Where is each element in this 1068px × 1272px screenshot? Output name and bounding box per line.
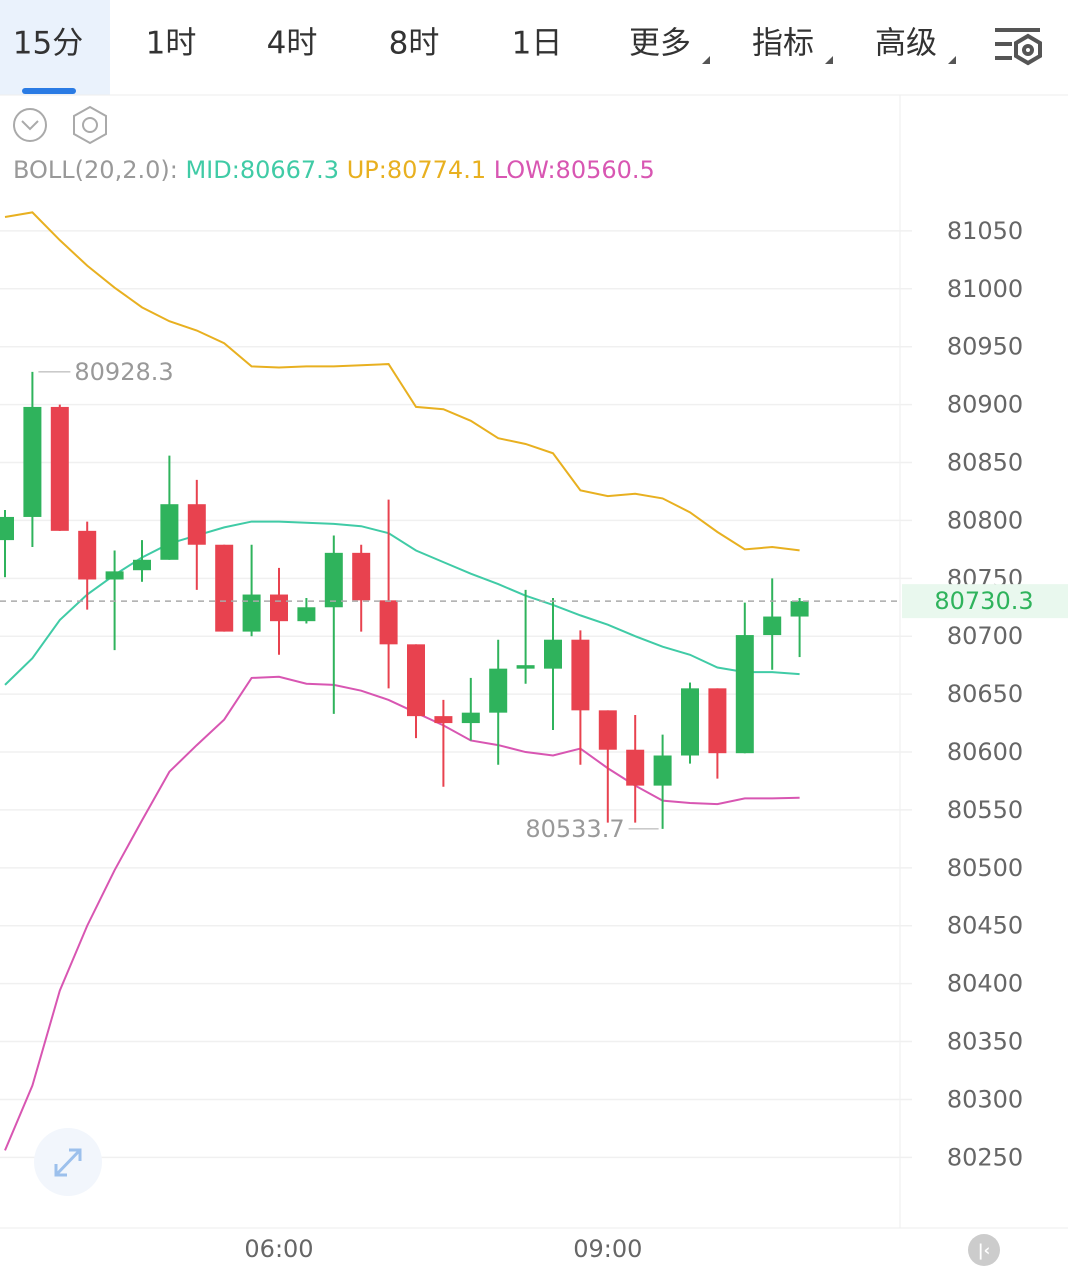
expand-button[interactable] <box>34 1128 102 1196</box>
dropdown-caret <box>702 56 710 64</box>
indicator-legend: BOLL(20,2.0): MID:80667.3 UP:80774.1 LOW… <box>13 156 655 184</box>
candle-body <box>790 601 809 617</box>
scroll-end-button[interactable]: |‹ <box>968 1234 1000 1266</box>
candle-body <box>626 749 645 786</box>
candle-body <box>352 552 371 601</box>
y-tick-label: 81000 <box>947 275 1023 303</box>
collapse-icon[interactable] <box>13 108 47 142</box>
candle-body <box>516 665 535 669</box>
tab[interactable]: 4时 <box>267 26 318 62</box>
candle-body <box>598 710 617 750</box>
candle-body <box>544 639 562 669</box>
low-marker-label: 80533.7 <box>525 815 624 843</box>
y-tick-label: 80700 <box>947 622 1023 650</box>
candle-body <box>215 544 234 632</box>
candle-body <box>242 594 261 632</box>
candle-body <box>270 594 288 622</box>
candle-body <box>133 559 151 571</box>
y-tick-label: 81050 <box>947 217 1023 245</box>
indicator-name: BOLL(20,2.0): <box>13 156 178 184</box>
candle-body <box>379 600 398 645</box>
x-tick-label: 09:00 <box>573 1235 642 1263</box>
candle-body <box>681 688 699 756</box>
candle-body <box>735 635 754 754</box>
last-price-label: 80730.3 <box>934 587 1033 615</box>
tab[interactable]: 高级 <box>875 26 937 62</box>
tab[interactable]: 1时 <box>146 26 197 62</box>
y-tick-label: 80850 <box>947 449 1023 477</box>
y-tick-label: 80350 <box>947 1028 1023 1056</box>
y-tick-label: 80450 <box>947 912 1023 940</box>
candle-body <box>324 552 343 608</box>
bollinger-line <box>4 520 800 686</box>
candle-body <box>461 712 480 724</box>
last-price-box <box>902 584 1068 619</box>
active-tab-underline <box>22 88 76 94</box>
svg-text:|‹: |‹ <box>978 1241 990 1261</box>
tab-bar: 15分 1时 4时 8时 1日 更多 指标 高级 <box>13 26 956 64</box>
active-tab-bg <box>0 0 110 95</box>
dropdown-caret <box>948 56 956 64</box>
dropdown-caret <box>825 56 833 64</box>
candle-body <box>407 644 425 717</box>
y-tick-label: 80550 <box>947 796 1023 824</box>
bollinger-line <box>4 211 800 552</box>
candle-body <box>653 755 672 786</box>
y-tick-label: 80250 <box>947 1143 1023 1171</box>
y-tick-label: 80800 <box>947 506 1023 534</box>
y-tick-label: 80400 <box>947 970 1023 998</box>
plot: 80250 80300 80350 80400 80450 80500 80550 80600… <box>0 211 1068 1263</box>
y-tick-label: 80950 <box>947 333 1023 361</box>
candle-body <box>187 504 206 545</box>
tab[interactable]: 15分 <box>13 26 83 62</box>
filter-icon[interactable] <box>995 28 1042 66</box>
candle-body <box>434 716 453 724</box>
indicator-mid: MID:80667.3 <box>185 156 339 184</box>
candle-body <box>297 607 316 622</box>
tab[interactable]: 8时 <box>389 26 440 62</box>
indicator-up: UP:80774.1 <box>347 156 486 184</box>
y-tick-label: 80300 <box>947 1085 1023 1113</box>
y-tick-label: 80500 <box>947 854 1023 882</box>
candle-body <box>50 406 69 531</box>
tab[interactable]: 1日 <box>512 26 563 62</box>
indicator-low: LOW:80560.5 <box>494 156 655 184</box>
y-tick-label: 80650 <box>947 680 1023 708</box>
candle-body <box>763 616 782 636</box>
candle-body <box>571 639 590 711</box>
x-tick-label: 06:00 <box>244 1235 313 1263</box>
y-tick-label: 80600 <box>947 738 1023 766</box>
candle-body <box>160 504 179 560</box>
y-tick-label: 80900 <box>947 391 1023 419</box>
tab[interactable]: 更多 <box>629 26 691 62</box>
candle-body <box>0 516 14 541</box>
candle-body <box>708 688 727 754</box>
tab[interactable]: 指标 <box>752 26 814 62</box>
settings-icon[interactable] <box>73 105 107 145</box>
candle-body <box>105 571 124 580</box>
high-marker-label: 80928.3 <box>74 358 173 386</box>
candle-body <box>23 406 42 517</box>
candle-body <box>489 668 508 713</box>
candle-body <box>78 530 97 580</box>
bollinger-line <box>4 675 800 1151</box>
